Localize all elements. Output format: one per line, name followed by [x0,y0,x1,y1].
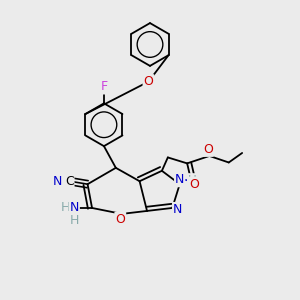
Text: N: N [70,202,79,214]
Text: F: F [100,80,107,94]
Text: N: N [53,175,62,188]
Text: N: N [175,173,184,186]
Text: O: O [144,75,154,88]
Text: H: H [70,214,79,227]
Text: C: C [65,175,74,188]
Text: O: O [190,178,200,191]
Text: H: H [188,174,197,187]
Text: O: O [203,143,213,156]
Text: H: H [61,202,70,214]
Text: N: N [173,203,182,216]
Text: O: O [115,213,125,226]
